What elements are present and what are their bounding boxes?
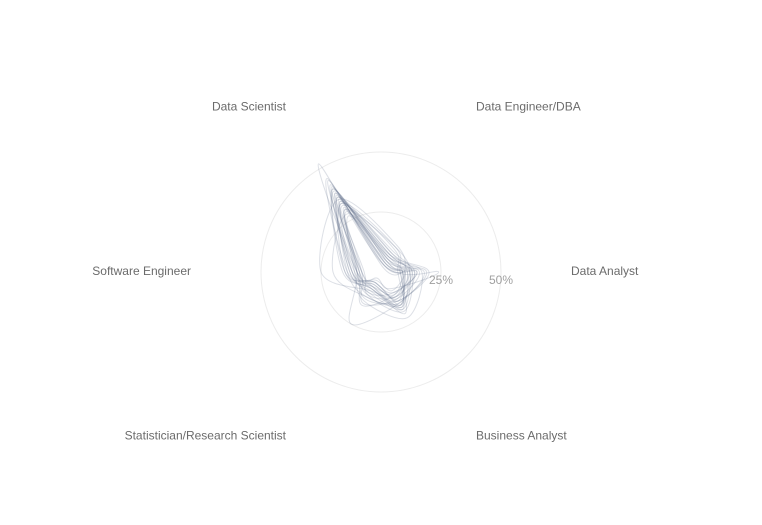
axis-label-1: Data Engineer/DBA [476,100,581,114]
series-line-11 [339,200,414,313]
series-line-3 [331,188,406,302]
series-line-14 [335,194,411,307]
series-line-4 [336,202,407,315]
series-line-17 [319,198,406,299]
series-line-23 [335,196,428,303]
series-line-20 [338,202,416,306]
series-line-7 [329,184,416,298]
series-line-13 [344,211,430,305]
radar-grid [260,151,502,393]
series-line-5 [334,192,418,296]
series-line-6 [331,213,405,307]
series-line-1 [337,198,411,310]
series-line-18 [346,215,423,320]
tick-label-0: 25% [429,273,453,287]
series-line-9 [342,207,420,306]
grid-circle-0 [320,211,442,333]
series-line-21 [333,192,405,308]
series-line-0 [317,163,440,290]
series-line-10 [325,177,406,292]
axis-labels: Data Scientist Data Engineer/DBA Data Anal… [92,100,639,443]
radial-tick-labels: 25% 50% [429,273,513,287]
series-line-8 [335,196,409,309]
series-line-12 [331,190,404,296]
axis-label-5: Software Engineer [92,264,191,278]
series-line-24 [330,188,405,306]
series-line-19 [327,180,409,300]
axis-label-2: Data Analyst [571,264,639,278]
series-line-15 [339,204,405,311]
series-line-25 [338,200,413,300]
axis-label-3: Business Analyst [476,429,567,443]
series-line-22 [343,208,411,307]
axis-label-0: Data Scientist [212,100,287,114]
series-line-16 [330,186,418,294]
radar-series [317,163,440,326]
tick-label-1: 50% [489,273,513,287]
series-line-2 [343,209,425,326]
axis-label-4: Statistician/Research Scientist [125,429,287,443]
grid-circle-1 [260,151,502,393]
